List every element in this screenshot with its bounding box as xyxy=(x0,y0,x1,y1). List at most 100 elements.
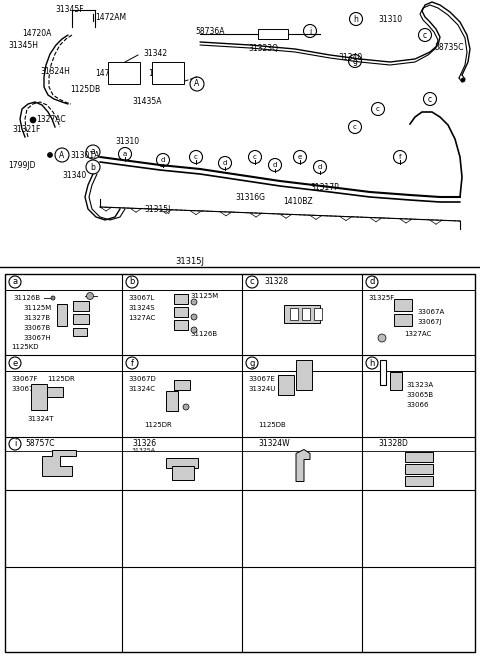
Text: 31310: 31310 xyxy=(378,14,402,24)
Bar xyxy=(174,294,188,304)
Bar xyxy=(284,304,320,323)
Text: 31326: 31326 xyxy=(132,440,156,449)
Text: 31324T: 31324T xyxy=(27,416,53,422)
Text: 31435A: 31435A xyxy=(132,97,161,106)
Polygon shape xyxy=(41,449,75,476)
Bar xyxy=(405,476,432,486)
Bar xyxy=(152,62,184,84)
Text: 33067D: 33067D xyxy=(128,376,156,382)
Text: c: c xyxy=(376,106,380,112)
Text: 31345F: 31345F xyxy=(55,5,84,14)
Bar xyxy=(380,360,386,385)
Bar xyxy=(166,457,198,468)
Bar xyxy=(174,380,190,390)
Text: 33067L: 33067L xyxy=(128,295,155,301)
Text: 31328D: 31328D xyxy=(378,440,408,449)
Bar xyxy=(296,360,312,390)
Text: 1125DB: 1125DB xyxy=(70,85,100,93)
Bar xyxy=(394,299,412,311)
Bar xyxy=(172,466,194,480)
Text: 31310: 31310 xyxy=(115,137,139,147)
Bar xyxy=(5,274,475,652)
Text: 31323Q: 31323Q xyxy=(248,45,278,53)
Bar xyxy=(278,375,294,395)
Text: A: A xyxy=(60,150,65,160)
Text: c: c xyxy=(194,154,198,160)
Text: 58757C: 58757C xyxy=(25,440,55,449)
Text: i: i xyxy=(309,26,311,35)
Text: 1410BZ: 1410BZ xyxy=(283,198,312,206)
Text: 31125M: 31125M xyxy=(190,293,218,299)
Bar xyxy=(73,328,87,336)
Text: 31324W: 31324W xyxy=(258,440,289,449)
Text: 31126B: 31126B xyxy=(13,295,40,301)
Text: 1472AM: 1472AM xyxy=(95,14,126,22)
Circle shape xyxy=(30,117,36,123)
Bar xyxy=(31,384,47,410)
Text: 31125M: 31125M xyxy=(23,305,51,311)
Text: 31340: 31340 xyxy=(62,171,86,179)
Text: 1327AC: 1327AC xyxy=(36,116,66,124)
Text: g: g xyxy=(353,57,358,66)
Text: c: c xyxy=(428,95,432,104)
Text: e: e xyxy=(298,154,302,160)
Text: 31315J: 31315J xyxy=(176,258,204,267)
Circle shape xyxy=(378,334,386,342)
Bar xyxy=(405,463,432,474)
Text: a: a xyxy=(91,148,96,156)
Text: 1799JD: 1799JD xyxy=(8,160,36,170)
Text: 58735C: 58735C xyxy=(434,43,464,51)
Text: 31126B: 31126B xyxy=(190,331,217,337)
Text: 31323A: 31323A xyxy=(406,382,433,388)
Text: 1327AC: 1327AC xyxy=(404,331,431,337)
Text: 31325F: 31325F xyxy=(368,295,394,301)
Circle shape xyxy=(191,327,197,333)
Text: 1125DR: 1125DR xyxy=(47,376,75,382)
Bar xyxy=(390,372,402,390)
Circle shape xyxy=(191,314,197,320)
Bar xyxy=(394,314,412,326)
Polygon shape xyxy=(296,449,310,482)
Text: e: e xyxy=(12,359,18,367)
Bar xyxy=(405,451,432,461)
Text: 31340: 31340 xyxy=(338,53,362,62)
Text: 31325A: 31325A xyxy=(132,449,156,453)
Circle shape xyxy=(461,78,465,82)
Text: f: f xyxy=(131,359,133,367)
Text: 31342: 31342 xyxy=(143,49,167,58)
Text: 31316G: 31316G xyxy=(235,193,265,202)
Text: h: h xyxy=(369,359,375,367)
Text: b: b xyxy=(129,277,135,286)
Text: 33067F: 33067F xyxy=(11,376,37,382)
Circle shape xyxy=(183,404,189,410)
Bar xyxy=(258,29,288,39)
Text: A: A xyxy=(194,79,200,89)
Bar xyxy=(302,307,310,319)
Text: 31327B: 31327B xyxy=(23,315,50,321)
Text: b: b xyxy=(91,162,96,171)
Text: 58736A: 58736A xyxy=(195,28,225,37)
Text: a: a xyxy=(123,151,127,157)
Text: c: c xyxy=(250,277,254,286)
Text: 31324U: 31324U xyxy=(248,386,276,392)
Text: 31328: 31328 xyxy=(264,277,288,286)
Text: g: g xyxy=(249,359,255,367)
Text: 33067E: 33067E xyxy=(248,376,275,382)
Text: 33067J: 33067J xyxy=(417,319,442,325)
Text: c: c xyxy=(423,30,427,39)
Text: 31324C: 31324C xyxy=(128,386,155,392)
Bar xyxy=(174,320,188,330)
Text: d: d xyxy=(161,157,165,163)
Text: 31315J: 31315J xyxy=(145,204,171,214)
Text: d: d xyxy=(369,277,375,286)
Bar xyxy=(47,387,63,397)
Text: 33067A: 33067A xyxy=(417,309,444,315)
Circle shape xyxy=(191,299,197,305)
Text: 1125DR: 1125DR xyxy=(144,422,172,428)
Text: i: i xyxy=(14,440,16,449)
Text: 31324H: 31324H xyxy=(40,66,70,76)
Circle shape xyxy=(48,152,52,158)
Text: f: f xyxy=(399,154,401,160)
Text: 14720A: 14720A xyxy=(22,28,51,37)
Bar xyxy=(290,307,298,319)
